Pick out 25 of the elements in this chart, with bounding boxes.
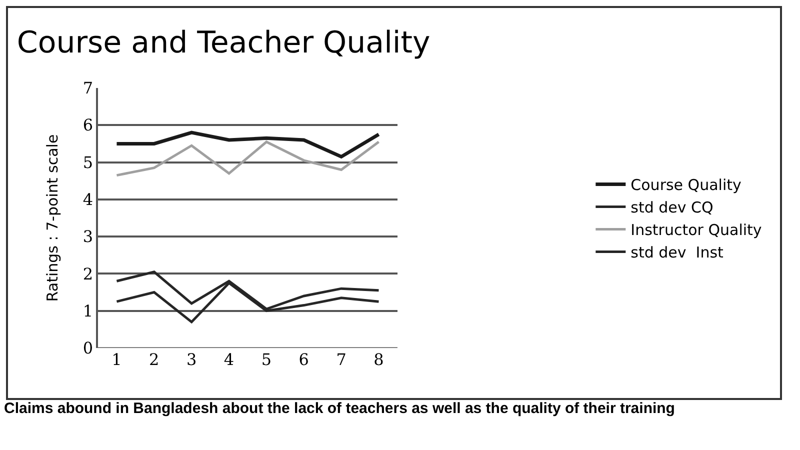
x-tick-label: 7: [336, 350, 346, 369]
y-axis-title: Ratings : 7-point scale: [44, 134, 62, 302]
x-tick-label: 2: [149, 350, 160, 369]
text: Claims abound in Bangladesh about the lack of teachers as well as the quality of their training: [4, 400, 676, 417]
y-tick-label: 3: [82, 227, 94, 246]
line-series: [115, 140, 380, 177]
y-tick-label: 1: [82, 301, 94, 320]
y-tick-label: 5: [82, 152, 94, 172]
legend-label: std dev CQ: [630, 198, 714, 217]
x-tick-label: 4: [224, 350, 234, 369]
y-tick-label: 2: [82, 264, 94, 284]
legend-label: std dev Inst: [630, 244, 724, 262]
y-tick-label: 4: [82, 190, 94, 210]
x-tick-label: 1: [112, 350, 122, 369]
line-series: [114, 130, 380, 158]
y-tick-label: 0: [82, 338, 94, 358]
legend-label: Course Quality: [630, 176, 742, 194]
chart-title: Course and Teacher Quality: [16, 25, 430, 60]
y-tick-label: 7: [82, 78, 94, 98]
x-tick-label: 8: [374, 350, 384, 369]
y-tick-label: 6: [82, 116, 94, 135]
x-tick-label: 5: [261, 350, 272, 369]
x-tick-label: 6: [298, 350, 309, 369]
x-tick-label: 3: [186, 350, 197, 369]
legend-label: Instructor Quality: [630, 221, 762, 240]
